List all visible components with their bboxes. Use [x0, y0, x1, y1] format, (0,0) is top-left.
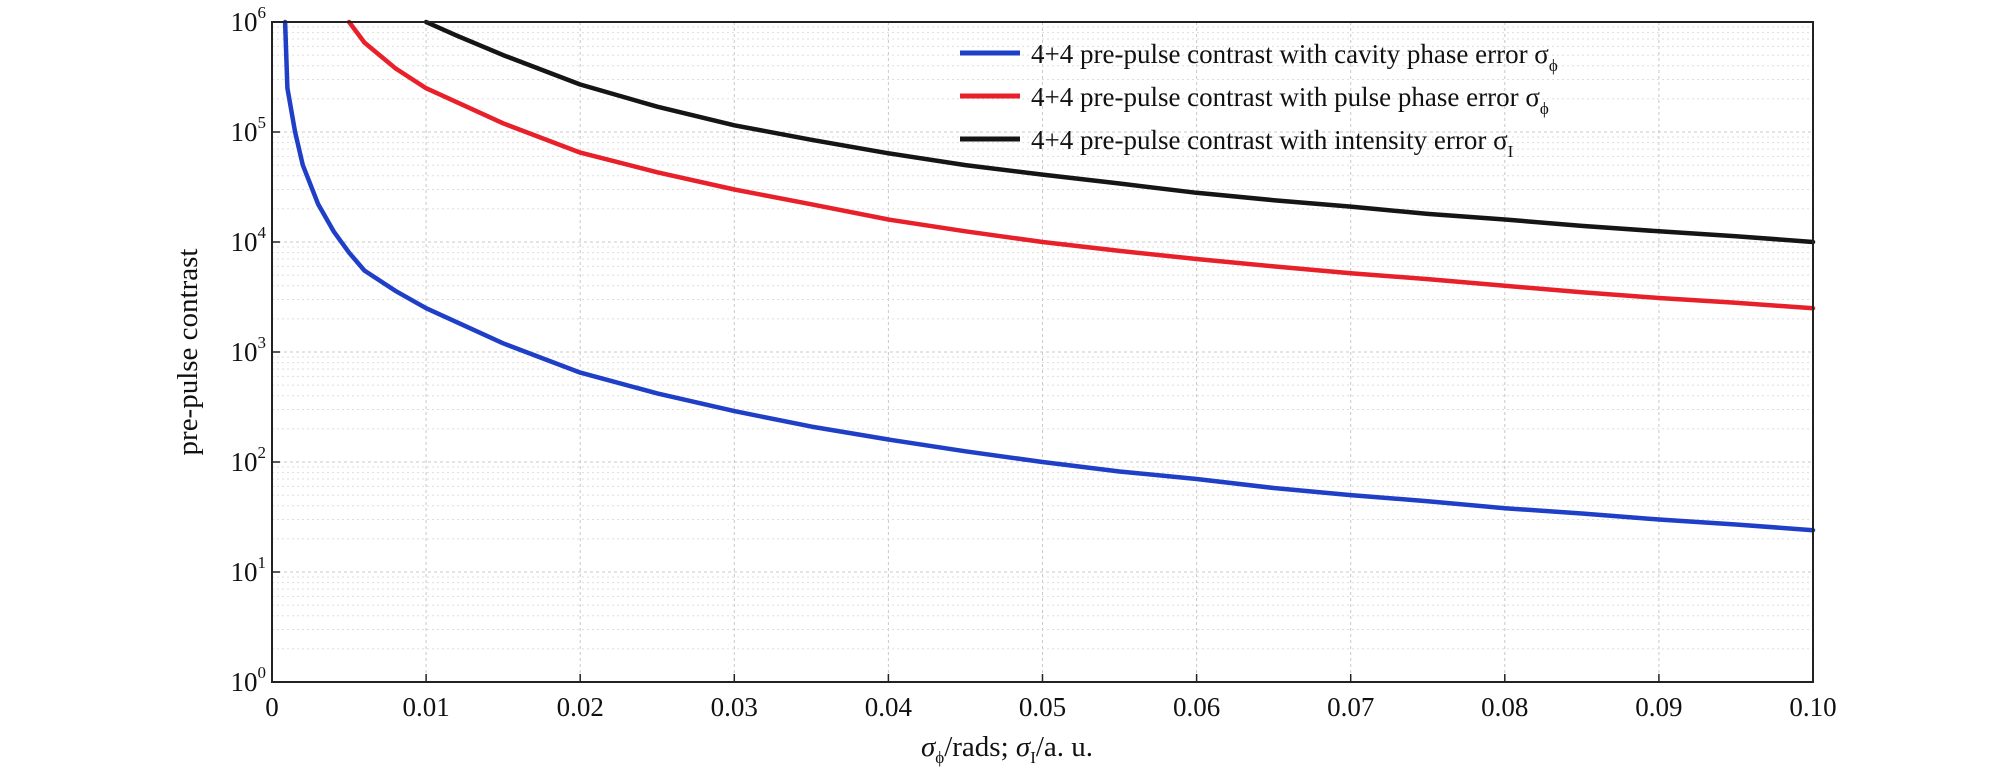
x-tick-label: 0.07 [1327, 692, 1374, 722]
y-tick-label: 105 [231, 113, 267, 147]
legend-text-intensity: 4+4 pre-pulse contrast with intensity er… [1031, 125, 1508, 155]
y-tick-label: 106 [231, 3, 267, 37]
x-tick-label: 0.05 [1019, 692, 1066, 722]
legend-label-intensity: 4+4 pre-pulse contrast with intensity er… [1031, 125, 1514, 161]
legend-text-pulse: 4+4 pre-pulse contrast with pulse phase … [1031, 82, 1540, 112]
legend-label-pulse: 4+4 pre-pulse contrast with pulse phase … [1031, 82, 1549, 118]
legend-sub-cavity: ϕ [1549, 56, 1558, 75]
x-tick-label: 0.09 [1635, 692, 1682, 722]
x-tick-label: 0.04 [865, 692, 913, 722]
x-label-sigma2: σ [1016, 731, 1032, 763]
y-tick-label: 103 [231, 333, 267, 367]
legend-sub-intensity: I [1508, 142, 1514, 161]
x-tick-label: 0.03 [711, 692, 758, 722]
series-pulse-phase-line [346, 19, 1816, 311]
y-tick-label: 101 [231, 553, 267, 587]
legend-text-cavity: 4+4 pre-pulse contrast with cavity phase… [1031, 39, 1549, 69]
legend-label-cavity: 4+4 pre-pulse contrast with cavity phase… [1031, 39, 1558, 75]
x-tick-label: 0 [265, 692, 279, 722]
x-label-sub-phi: ϕ [935, 748, 944, 767]
x-tick-label: 0.01 [402, 692, 449, 722]
series-cavity-phase-line [282, 19, 1816, 533]
ticks: 0 0.01 0.02 0.03 0.04 0.05 0.06 0.07 0.08 0.09 0.1… [231, 3, 1837, 722]
x-tick-label: 0.02 [557, 692, 604, 722]
x-label-sub-I: I [1030, 748, 1036, 767]
grid [272, 22, 1813, 682]
y-tick-label: 104 [231, 223, 267, 257]
x-tick-label: 0.06 [1173, 692, 1220, 722]
legend: 4+4 pre-pulse contrast with cavity phase… [960, 39, 1558, 161]
series-layer [282, 19, 1816, 533]
x-label-sigma: σ [921, 731, 937, 763]
x-tick-label: 0.10 [1789, 692, 1836, 722]
series-intensity-line [423, 19, 1816, 245]
legend-sub-pulse: ϕ [1540, 99, 1549, 118]
y-axis-label: pre-pulse contrast [172, 249, 204, 456]
y-tick-label: 102 [231, 443, 267, 477]
x-axis-label: σϕ/rads; σI/a. u. [921, 731, 1093, 767]
x-tick-label: 0.08 [1481, 692, 1528, 722]
x-label-tail: /a. u. [1036, 731, 1093, 763]
y-tick-label: 100 [231, 663, 267, 697]
x-label-mid: /rads; [944, 731, 1016, 763]
